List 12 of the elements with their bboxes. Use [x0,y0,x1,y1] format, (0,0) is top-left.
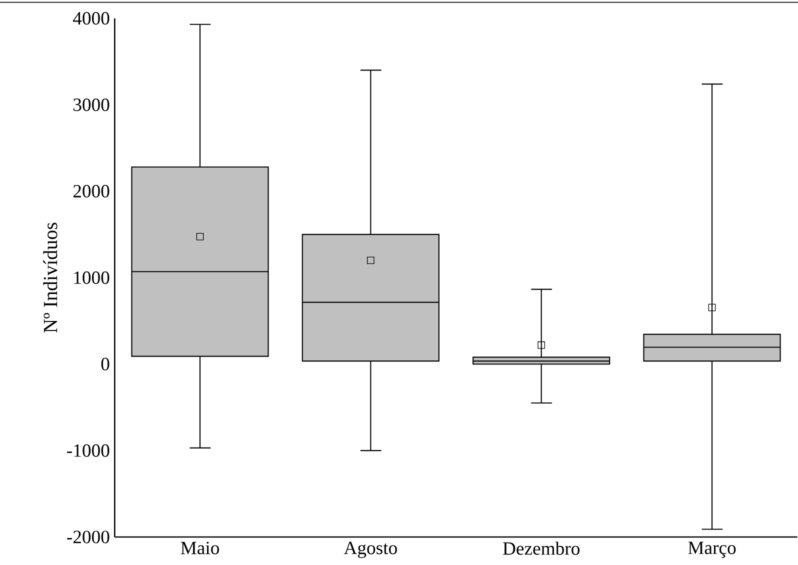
x-tick-label: Dezembro [503,542,580,555]
y-tick-label: 1000 [74,271,110,284]
x-tick-label: Maio [180,542,219,554]
y-tick-label: -1000 [67,444,110,457]
y-tick-label: -2000 [67,530,110,544]
y-tick-label: 4000 [72,12,110,25]
x-tick-label: Março [688,542,736,558]
y-tick-label: 2000 [73,184,110,198]
y-tick-label: 0 [101,358,110,370]
y-tick-label: 3000 [74,98,110,112]
y-axis-title: Nº Indivíduos [43,222,58,333]
x-tick-label: Agosto [344,542,397,558]
